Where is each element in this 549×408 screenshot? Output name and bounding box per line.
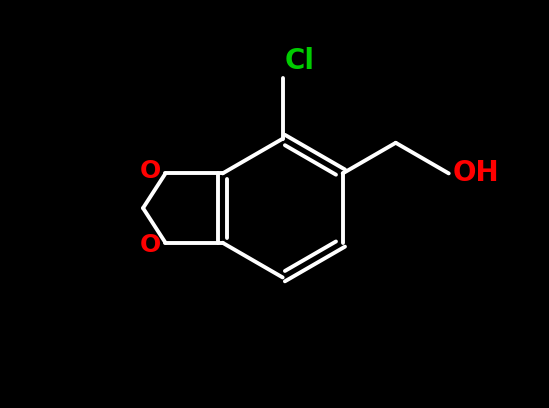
Text: Cl: Cl [285, 47, 315, 75]
Text: O: O [139, 233, 160, 257]
Text: OH: OH [453, 160, 500, 187]
Text: O: O [139, 160, 160, 183]
